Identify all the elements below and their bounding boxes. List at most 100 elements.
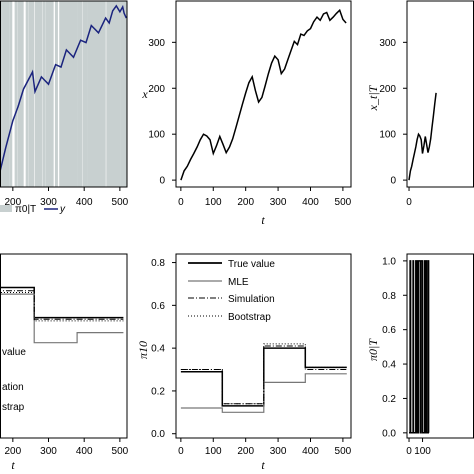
- bottom-middle-xtick-label: 200: [237, 446, 254, 457]
- regime-band: [45, 1, 49, 187]
- bottom-left-series-2: [0, 290, 124, 320]
- regime-band: [95, 1, 101, 187]
- top-middle-ytick-label: 200: [148, 84, 165, 95]
- regime-band: [31, 1, 35, 187]
- bottom-middle-ytick-label: 0.6: [151, 301, 165, 312]
- bottom-right-series-0: [409, 260, 430, 434]
- top-middle-ytick-label: 100: [148, 130, 165, 141]
- bottom-middle-legend: True value MLE Simulation Bootstrap: [188, 259, 275, 323]
- bottom-left-xlabel: t: [11, 458, 15, 472]
- bottom-left-legend: value ation strap: [2, 347, 26, 413]
- bottom-left-plot-area: [0, 286, 124, 344]
- top-middle-xtick-label: 500: [335, 197, 352, 208]
- bottom-right-xtick-label: 100: [414, 446, 431, 457]
- top-left-panel: 200 300 400 500: [0, 0, 129, 208]
- bottom-middle-panel: 0 100 200 300 400 500 0.0 0.2 0.4 0.6 0.8: [151, 253, 352, 457]
- regime-band: [112, 1, 116, 187]
- bottom-middle-ytick-label: 0.8: [151, 258, 165, 269]
- top-right-ytick-label: 300: [379, 38, 396, 49]
- regime-band: [74, 1, 78, 187]
- regime-band: [123, 1, 127, 187]
- top-right-frame: [406, 0, 474, 188]
- top-middle-xtick-label: 0: [178, 197, 184, 208]
- regime-band: [117, 1, 121, 187]
- top-right-ytick-label: 0: [390, 176, 396, 187]
- bottom-middle-frame: [175, 253, 352, 439]
- top-middle-xlabel: t: [261, 213, 265, 227]
- legend-true-label: True value: [228, 259, 275, 270]
- top-middle-series-0: [180, 8, 347, 181]
- top-left-xtick-label: 500: [112, 197, 129, 208]
- top-middle-ytick-label: 0: [159, 176, 165, 187]
- regime-band: [114, 1, 120, 187]
- top-left-series-0: [0, 4, 127, 171]
- bottom-middle-xtick-label: 300: [270, 446, 287, 457]
- bottom-middle-series-3: [180, 343, 347, 405]
- top-middle-frame: [175, 0, 352, 188]
- legend-y-label: y: [59, 204, 66, 215]
- regime-band: [100, 1, 104, 187]
- regime-band: [0, 1, 3, 187]
- top-middle-panel: 0 100 200 300 400 500 0 100 200 300: [148, 0, 352, 208]
- top-right-series-0: [408, 92, 437, 181]
- bottom-right-ytick-label: 1.0: [382, 256, 396, 267]
- legend-fragment-3: strap: [2, 402, 25, 413]
- bottom-left-xtick-label: 400: [76, 446, 93, 457]
- top-right-ylabel: x_t|T: [366, 84, 380, 111]
- regime-band: [120, 1, 124, 187]
- legend-pi-label: π0|T: [15, 204, 36, 215]
- top-middle-plot-area: [180, 8, 347, 181]
- bottom-left-series-3: [0, 292, 124, 322]
- regime-band: [102, 1, 106, 187]
- bottom-right-ytick-label: 0.6: [382, 325, 396, 336]
- regime-band: [106, 1, 112, 187]
- top-left-frame: [0, 0, 128, 188]
- bottom-right-ylabel: π0|T: [366, 338, 380, 361]
- top-left-xtick-label: 400: [76, 197, 93, 208]
- regime-band: [77, 1, 83, 187]
- legend-fragment-1: value: [2, 347, 26, 358]
- bottom-left-series-0: [0, 286, 124, 319]
- regime-band: [50, 1, 54, 187]
- bottom-left-xtick-label: 200: [4, 446, 21, 457]
- bottom-right-ytick-label: 0.0: [382, 428, 396, 439]
- bottom-middle-xtick-label: 0: [178, 446, 184, 457]
- top-middle-xtick-label: 400: [302, 197, 319, 208]
- regime-band: [14, 1, 18, 187]
- legend-pi-swatch: [0, 205, 12, 212]
- top-right-plot-area: [408, 92, 437, 181]
- bottom-right-panel: 0 100 0.0 0.2 0.4 0.6 0.8 1.0: [382, 253, 474, 457]
- bottom-middle-xtick-label: 500: [335, 446, 352, 457]
- regime-band: [84, 1, 88, 187]
- regime-band: [4, 1, 10, 187]
- bottom-left-frame: [0, 253, 128, 439]
- regime-band: [109, 1, 113, 187]
- bottom-left-xtick-label: 300: [40, 446, 57, 457]
- bottom-left-series-1: [0, 293, 124, 344]
- top-left-plot-area: [0, 1, 127, 187]
- bottom-middle-ylabel: π10: [136, 341, 150, 359]
- bottom-right-ytick-label: 0.8: [382, 291, 396, 302]
- regime-band: [87, 1, 93, 187]
- regime-band: [59, 1, 65, 187]
- top-right-ytick-label: 100: [379, 130, 396, 141]
- regime-band: [37, 1, 43, 187]
- regime-band: [34, 1, 38, 187]
- bottom-right-ytick-label: 0.2: [382, 394, 396, 405]
- bottom-middle-ytick-label: 0.0: [151, 429, 165, 440]
- top-right-ytick-label: 200: [379, 84, 396, 95]
- regime-band: [17, 1, 23, 187]
- bottom-middle-xtick-label: 100: [205, 446, 222, 457]
- regime-band: [9, 1, 13, 187]
- bottom-right-plot-area: [409, 260, 430, 434]
- bottom-left-panel: 200 300 400 500: [0, 253, 129, 457]
- top-middle-xtick-label: 100: [205, 197, 222, 208]
- regime-band: [90, 1, 94, 187]
- top-middle-ylabel: x: [141, 87, 148, 101]
- top-left-legend: π0|T y: [0, 204, 66, 215]
- regime-band: [64, 1, 68, 187]
- bottom-middle-plot-area: [180, 343, 347, 413]
- legend-boot-label: Bootstrap: [228, 312, 271, 323]
- legend-fragment-2: ation: [2, 382, 24, 393]
